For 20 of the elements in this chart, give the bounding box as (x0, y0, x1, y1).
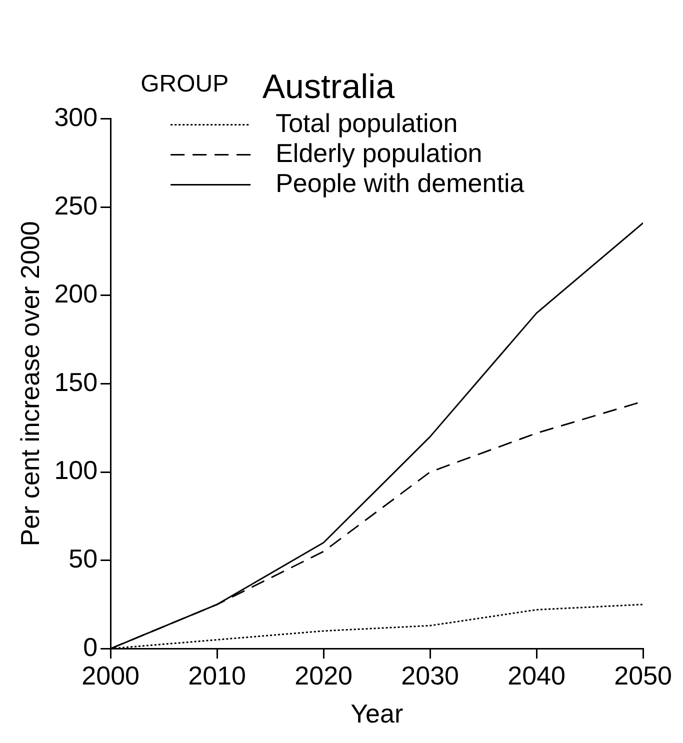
y-tick-label: 250 (54, 190, 98, 220)
y-tick-label: 150 (54, 366, 98, 397)
x-tick-label: 2030 (401, 660, 459, 690)
x-tick-label: 2010 (188, 660, 246, 690)
x-tick-label: 2020 (294, 660, 352, 690)
y-tick-label: 200 (54, 278, 98, 309)
x-axis-title: Year (350, 698, 404, 729)
chart-title: Australia (262, 68, 395, 106)
y-tick-label: 300 (54, 102, 98, 132)
y-axis-title: Per cent increase over 2000 (14, 221, 45, 546)
legend-title: GROUP (140, 70, 229, 98)
x-tick-label: 2050 (614, 660, 672, 690)
x-tick-label: 2000 (82, 660, 140, 690)
y-tick-label: 0 (83, 632, 98, 662)
y-tick-label: 50 (68, 543, 98, 574)
legend-label: People with dementia (276, 168, 525, 198)
y-tick-label: 100 (54, 455, 98, 486)
legend-label: Total population (276, 108, 458, 138)
legend-label: Elderly population (276, 138, 482, 168)
x-tick-label: 2040 (508, 660, 566, 690)
